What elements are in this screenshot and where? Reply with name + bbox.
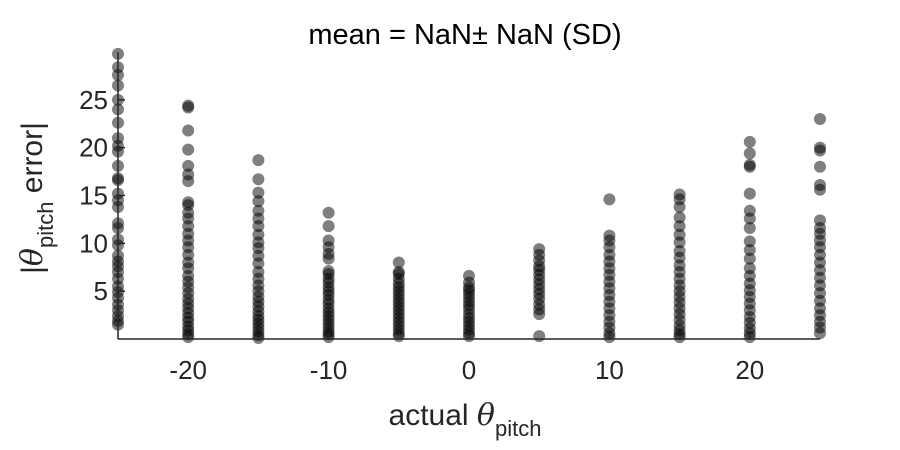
data-point <box>182 124 195 137</box>
data-point <box>182 143 195 156</box>
data-point <box>252 220 265 233</box>
data-point <box>252 154 265 167</box>
data-point <box>814 327 826 340</box>
y-axis-ticks: 5 10 15 20 25 <box>79 85 125 306</box>
data-point <box>673 236 686 249</box>
data-point <box>743 222 756 235</box>
data-point <box>392 330 405 343</box>
data-point <box>182 175 195 188</box>
data-point <box>673 211 686 224</box>
data-point <box>743 244 756 257</box>
data-point <box>252 195 265 208</box>
data-point <box>533 308 546 321</box>
y-tick-label: 20 <box>79 133 108 163</box>
data-point <box>814 144 826 157</box>
data-point <box>743 187 756 200</box>
data-points <box>112 47 826 345</box>
chart-title: mean = NaN± NaN (SD) <box>308 19 621 51</box>
y-tick-label: 5 <box>94 276 108 306</box>
data-point <box>182 101 195 114</box>
x-tick-label: -20 <box>169 355 207 385</box>
data-point <box>322 252 335 265</box>
data-point <box>673 200 686 213</box>
data-point <box>743 212 756 225</box>
x-tick-label: 20 <box>735 355 764 385</box>
y-axis-label-suffix: error| <box>16 122 49 201</box>
x-tick-label: -10 <box>310 355 348 385</box>
data-point <box>603 193 616 206</box>
data-point <box>814 160 826 173</box>
data-point <box>743 147 756 160</box>
data-point <box>814 183 826 196</box>
x-axis-ticks: -20 -10 0 10 20 <box>169 332 764 385</box>
data-point <box>182 159 195 172</box>
x-axis-label-theta: θ <box>477 398 495 433</box>
data-point <box>392 256 405 269</box>
data-point <box>743 252 756 265</box>
x-axis-label: actual θpitch <box>389 398 542 441</box>
x-tick-label: 10 <box>595 355 624 385</box>
y-tick-label: 10 <box>79 228 108 258</box>
data-point <box>673 331 686 344</box>
y-axis-label-bar: | <box>16 266 49 274</box>
data-point <box>252 332 265 345</box>
x-axis-label-prefix: actual <box>389 399 477 432</box>
data-point <box>743 160 756 173</box>
y-axis-label-subscript: pitch <box>33 202 58 248</box>
y-tick-label: 25 <box>79 85 108 115</box>
data-point <box>252 173 265 186</box>
x-tick-label: 0 <box>462 355 476 385</box>
data-point <box>322 206 335 219</box>
data-point <box>814 112 826 125</box>
data-point <box>743 235 756 248</box>
y-axis-label: |θpitch error| <box>15 122 58 274</box>
data-point <box>673 220 686 233</box>
data-point <box>252 257 265 270</box>
y-tick-label: 15 <box>79 181 108 211</box>
data-point <box>252 186 265 199</box>
x-axis-label-subscript: pitch <box>495 416 541 441</box>
data-point <box>743 135 756 148</box>
y-axis-label-theta: θ <box>15 248 50 266</box>
data-point <box>322 220 335 233</box>
data-point <box>533 330 546 343</box>
